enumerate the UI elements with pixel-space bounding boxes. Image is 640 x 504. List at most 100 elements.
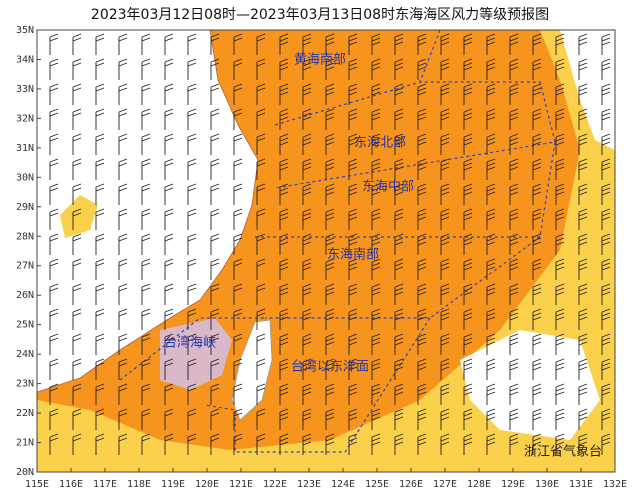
wind-barb [348,358,358,380]
wind-barb [440,158,450,180]
taiwan [231,319,273,421]
lat-label: 25N [16,320,34,331]
wind-barb [233,408,243,430]
wind-barb [578,408,588,430]
wind-barb [256,283,266,305]
wind-barb [532,408,542,430]
wind-barb [578,233,588,255]
wind-barb [440,58,450,80]
wind-barb [371,433,381,455]
wind-barb [279,158,289,180]
wind-barb [532,233,542,255]
wind-barb [95,58,105,80]
wind-barb [555,233,565,255]
wind-barb [118,33,128,55]
wind-barb [486,33,496,55]
wind-barb [417,108,427,130]
wind-barb [141,58,151,80]
wind-barb [486,208,496,230]
wind-barb [463,358,473,380]
wind-barb [95,358,105,380]
wind-barb [118,158,128,180]
wind-barb [509,383,519,405]
wind-barb [348,258,358,280]
wind-barb [210,383,220,405]
wind-barb [302,133,312,155]
wind-barb [164,258,174,280]
wind-barb [49,208,59,230]
wind-barb [118,58,128,80]
wind-barb [463,58,473,80]
wind-barb [49,383,59,405]
wind-barb [555,333,565,355]
wind-barb [463,233,473,255]
wind-barb [118,358,128,380]
wind-barb [72,183,82,205]
wind-barb [233,283,243,305]
wind-barb [141,233,151,255]
wind-barb [325,83,335,105]
wind-barb [578,58,588,80]
wind-barb [371,133,381,155]
wind-barb [187,358,197,380]
wind-barb [532,208,542,230]
wind-barb [325,308,335,330]
wind-barb [371,183,381,205]
wind-barb [601,158,611,180]
wind-barb [49,58,59,80]
wind-barb [302,283,312,305]
wind-barb [417,283,427,305]
wind-barb [509,83,519,105]
wind-barb [417,183,427,205]
wind-barb [486,158,496,180]
wind-barb [325,233,335,255]
wind-barb [141,308,151,330]
wind-barb [555,283,565,305]
lon-label: 130E [535,479,559,490]
wind-barb [417,333,427,355]
lat-label: 32N [16,113,34,124]
wind-barb [95,33,105,55]
lon-label: 132E [603,479,627,490]
region-label: 东海北部 [354,136,406,151]
wind-barb [279,258,289,280]
wind-barb [532,333,542,355]
wind-barb [210,158,220,180]
wind-barb [348,208,358,230]
wind-barb [302,433,312,455]
wind-barb [601,208,611,230]
wind-barb [256,183,266,205]
wind-barb [371,283,381,305]
wind-barb [72,33,82,55]
wind-barb [72,233,82,255]
wind-barb [578,208,588,230]
wind-barb [72,433,82,455]
wind-barb [555,83,565,105]
wind-barb [486,333,496,355]
wind-barbs [49,33,611,455]
wind-barb [509,283,519,305]
wind-barb [302,358,312,380]
lon-label: 118E [127,479,151,490]
wind-barb [509,308,519,330]
wind-barb [49,308,59,330]
wind-barb [394,433,404,455]
wind-barb [394,258,404,280]
wind-barb [371,308,381,330]
wind-barb [417,83,427,105]
wind-barb [440,108,450,130]
wind-barb [256,358,266,380]
wind-barb [256,308,266,330]
wind-barb [463,258,473,280]
wind-barb [578,33,588,55]
lat-label: 33N [16,84,34,95]
wind-barb [164,58,174,80]
wind-barb [233,108,243,130]
wind-barb [302,33,312,55]
wind-barb [302,233,312,255]
wind-barb [532,283,542,305]
wind-barb [532,383,542,405]
wind-barb [555,183,565,205]
wind-barb [210,258,220,280]
wind-barb [141,133,151,155]
